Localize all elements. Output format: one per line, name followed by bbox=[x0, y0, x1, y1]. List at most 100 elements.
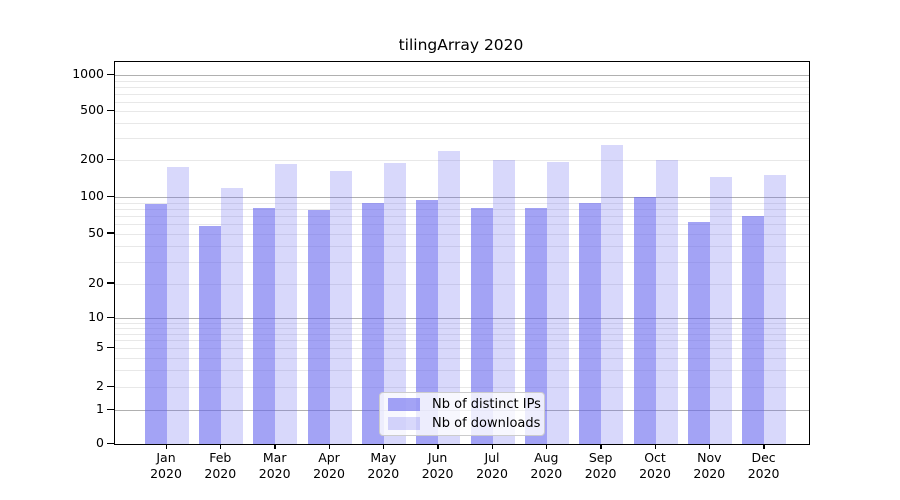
gridline-300 bbox=[115, 138, 809, 140]
gridline-80 bbox=[115, 208, 809, 210]
y-tick-mark-2 bbox=[107, 385, 114, 387]
y-tick-label-2: 2 bbox=[96, 378, 104, 393]
gridline-20 bbox=[115, 283, 809, 285]
y-tick-label-0: 0 bbox=[96, 435, 104, 450]
plot-area: Nb of distinct IPs Nb of downloads bbox=[114, 61, 810, 445]
bar-jan-distinct-ips bbox=[144, 203, 167, 444]
legend-item-downloads: Nb of downloads bbox=[388, 416, 540, 431]
x-tick-mark-apr bbox=[328, 444, 330, 449]
bar-jun-downloads bbox=[438, 150, 461, 444]
gridline-7 bbox=[115, 333, 809, 335]
gridline-90 bbox=[115, 202, 809, 204]
x-tick-mark-jul bbox=[491, 444, 493, 449]
gridline-200 bbox=[115, 160, 809, 161]
gridline-60 bbox=[115, 224, 809, 226]
x-tick-label-nov: Nov 2020 bbox=[693, 450, 726, 481]
x-tick-label-may: May 2020 bbox=[367, 450, 400, 481]
y-tick-label-50: 50 bbox=[88, 224, 104, 240]
legend-swatch-downloads bbox=[388, 417, 420, 430]
bar-jul-downloads bbox=[492, 160, 515, 444]
y-tick-label-10: 10 bbox=[88, 309, 104, 325]
gridline-10 bbox=[115, 318, 809, 320]
bar-feb-distinct-ips bbox=[198, 225, 221, 444]
y-tick-mark-50 bbox=[107, 232, 114, 234]
x-tick-mark-feb bbox=[219, 444, 222, 449]
x-tick-mark-sep bbox=[600, 444, 602, 449]
bar-may-downloads bbox=[383, 163, 406, 444]
y-tick-label-200: 200 bbox=[80, 151, 104, 166]
x-tick-label-jul: Jul 2020 bbox=[476, 450, 508, 481]
gridline-6 bbox=[115, 340, 809, 342]
gridline-5 bbox=[115, 348, 809, 349]
y-tick-label-1: 1 bbox=[96, 401, 104, 417]
gridline-800 bbox=[115, 86, 809, 88]
bar-apr-downloads bbox=[329, 170, 352, 444]
y-tick-label-100: 100 bbox=[80, 188, 104, 203]
bar-dec-downloads bbox=[764, 175, 787, 444]
gridline-900 bbox=[115, 80, 809, 82]
gridline-1000 bbox=[115, 75, 809, 76]
bar-feb-downloads bbox=[220, 187, 243, 444]
y-tick-mark-0 bbox=[107, 442, 114, 444]
x-tick-label-sep: Sep 2020 bbox=[584, 450, 617, 481]
gridline-100 bbox=[115, 197, 809, 198]
gridline-700 bbox=[115, 93, 809, 95]
x-tick-mark-jun bbox=[437, 444, 439, 449]
gridline-70 bbox=[115, 215, 809, 217]
x-tick-mark-dec bbox=[763, 444, 765, 449]
gridline-3 bbox=[115, 369, 809, 371]
legend-label-distinct-ips: Nb of distinct IPs bbox=[432, 396, 541, 412]
legend-swatch-distinct-ips bbox=[388, 398, 420, 411]
legend: Nb of distinct IPs Nb of downloads bbox=[379, 392, 545, 436]
gridline-8 bbox=[115, 327, 809, 329]
gridline-4 bbox=[115, 357, 809, 359]
gridline-2 bbox=[115, 387, 809, 388]
y-tick-mark-100 bbox=[107, 195, 114, 197]
y-tick-mark-20 bbox=[107, 282, 114, 284]
bar-oct-downloads bbox=[655, 160, 678, 444]
y-tick-label-1000: 1000 bbox=[72, 66, 104, 81]
legend-item-distinct-ips: Nb of distinct IPs bbox=[388, 397, 541, 412]
bar-aug-downloads bbox=[546, 161, 569, 444]
y-tick-label-500: 500 bbox=[80, 102, 104, 117]
x-tick-mark-mar bbox=[274, 444, 276, 449]
bar-mar-distinct-ips bbox=[253, 207, 276, 444]
x-tick-mark-oct bbox=[654, 444, 656, 449]
bar-apr-distinct-ips bbox=[307, 209, 330, 444]
y-tick-label-20: 20 bbox=[88, 274, 104, 290]
bar-nov-downloads bbox=[709, 176, 732, 444]
bar-aug-distinct-ips bbox=[524, 207, 547, 444]
bar-may-distinct-ips bbox=[361, 202, 384, 444]
gridline-400 bbox=[115, 122, 809, 124]
x-tick-mark-aug bbox=[545, 444, 548, 449]
y-tick-mark-5 bbox=[107, 346, 114, 348]
x-tick-label-jun: Jun 2020 bbox=[421, 450, 454, 481]
bar-mar-downloads bbox=[275, 163, 298, 444]
bar-nov-distinct-ips bbox=[687, 221, 710, 444]
gridline-600 bbox=[115, 101, 809, 103]
gridline-9 bbox=[115, 322, 809, 324]
x-tick-mark-jan bbox=[165, 444, 167, 449]
y-tick-mark-10 bbox=[107, 316, 114, 319]
bar-sep-downloads bbox=[601, 145, 624, 444]
bar-dec-distinct-ips bbox=[742, 215, 765, 444]
chart-title: tilingArray 2020 bbox=[398, 36, 524, 54]
x-tick-mark-may bbox=[382, 444, 385, 449]
legend-label-downloads: Nb of downloads bbox=[432, 415, 541, 431]
bar-oct-distinct-ips bbox=[633, 196, 656, 444]
x-tick-label-jan: Jan 2020 bbox=[150, 450, 182, 481]
x-tick-label-apr: Apr 2020 bbox=[313, 450, 345, 481]
bar-jan-downloads bbox=[166, 166, 189, 444]
y-tick-mark-200 bbox=[107, 158, 114, 160]
x-tick-label-aug: Aug 2020 bbox=[530, 450, 563, 481]
y-tick-mark-1000 bbox=[107, 73, 114, 75]
x-tick-label-mar: Mar 2020 bbox=[258, 450, 291, 481]
bar-sep-distinct-ips bbox=[579, 202, 602, 444]
x-tick-label-oct: Oct 2020 bbox=[639, 450, 671, 481]
gridline-50 bbox=[115, 233, 809, 235]
y-tick-label-5: 5 bbox=[96, 339, 104, 354]
bar-jun-distinct-ips bbox=[416, 199, 439, 444]
y-tick-mark-1 bbox=[107, 408, 114, 411]
gridline-500 bbox=[115, 111, 809, 112]
